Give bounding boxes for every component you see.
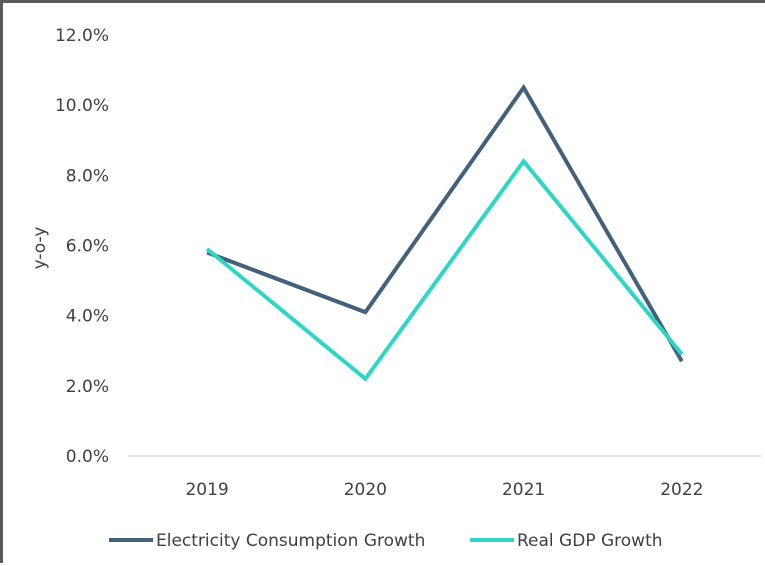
y-tick-label: 10.0% [55, 96, 109, 116]
y-tick-label: 4.0% [66, 307, 109, 327]
y-tick-label: 2.0% [66, 377, 109, 397]
y-tick-label: 0.0% [66, 447, 109, 467]
x-tick-label: 2019 [185, 480, 228, 500]
y-axis-title: y-o-y [30, 227, 50, 270]
legend-label-1: Electricity Consumption Growth [156, 531, 425, 551]
line-chart: y-o-y 0.0% 2.0% 4.0% 6.0% 8.0% 10.0% 12.0% 201… [30, 26, 761, 551]
series-line-1 [206, 83, 684, 363]
x-tick-label: 2022 [660, 480, 703, 500]
y-tick-label: 8.0% [66, 166, 109, 186]
x-tick-label: 2021 [502, 480, 545, 500]
y-axis: y-o-y 0.0% 2.0% 4.0% 6.0% 8.0% 10.0% 12.0% [30, 26, 109, 467]
y-tick-label: 12.0% [55, 26, 109, 46]
x-tick-label: 2020 [344, 480, 387, 500]
x-tick-labels: 2019 2020 2021 2022 [185, 480, 703, 500]
legend-label-2: Real GDP Growth [517, 531, 663, 551]
legend: Electricity Consumption Growth Real GDP G… [109, 531, 663, 551]
series-line-2 [205, 158, 684, 382]
y-tick-labels: 0.0% 2.0% 4.0% 6.0% 8.0% 10.0% 12.0% [55, 26, 109, 467]
y-tick-label: 6.0% [66, 237, 109, 257]
series-lines [205, 83, 684, 382]
